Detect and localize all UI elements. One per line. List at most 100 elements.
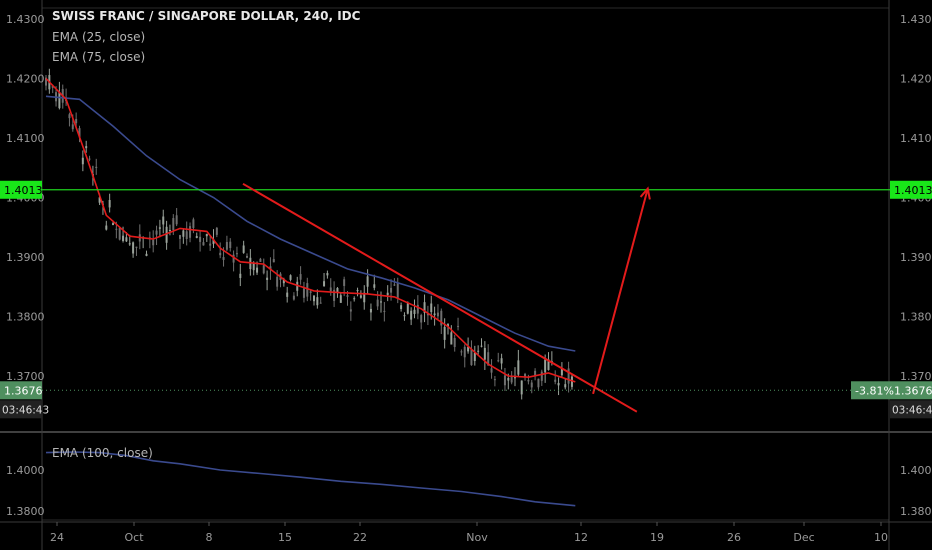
candle-body bbox=[68, 114, 71, 119]
candle-body bbox=[406, 303, 409, 314]
time-tick: Nov bbox=[466, 531, 488, 544]
candle-body bbox=[135, 246, 138, 248]
candle-body bbox=[400, 305, 403, 310]
candle-body bbox=[118, 227, 121, 240]
candle-body bbox=[567, 368, 570, 384]
candle-body bbox=[447, 324, 449, 327]
countdown-left: 03:46:43 bbox=[2, 404, 49, 416]
candle-body bbox=[457, 325, 460, 327]
change-percent: -3.81% bbox=[855, 384, 894, 397]
candle-body bbox=[520, 380, 523, 395]
projection-arrow-head bbox=[639, 186, 651, 200]
ema75-line bbox=[45, 95, 576, 352]
candle-body bbox=[356, 290, 359, 292]
candle-body bbox=[403, 315, 406, 317]
candle-body bbox=[490, 368, 493, 373]
lower-price-tick-right: 1.4000 bbox=[900, 464, 932, 477]
candle-body bbox=[85, 146, 88, 149]
candle-body bbox=[175, 215, 178, 225]
candle-body bbox=[58, 92, 61, 109]
current-price-left: 1.3676 bbox=[4, 384, 43, 397]
candle-body bbox=[353, 298, 356, 300]
candle-body bbox=[393, 284, 396, 286]
candle-body bbox=[132, 242, 135, 254]
candle-body bbox=[557, 382, 560, 386]
candle-body bbox=[262, 265, 265, 274]
candle-body bbox=[259, 258, 262, 262]
candle-body bbox=[306, 283, 309, 297]
candle-body bbox=[202, 242, 205, 246]
candle-body bbox=[225, 242, 228, 250]
candle-body bbox=[189, 226, 192, 238]
time-tick: 19 bbox=[650, 531, 664, 544]
candle-body bbox=[420, 315, 423, 323]
candle-body bbox=[219, 252, 222, 256]
candle-body bbox=[450, 332, 453, 345]
candle-body bbox=[430, 303, 433, 313]
candle-body bbox=[423, 302, 426, 313]
indicator-ema75-label[interactable]: EMA (75, close) bbox=[52, 50, 146, 64]
candle-body bbox=[229, 241, 232, 248]
candle-body bbox=[323, 281, 326, 287]
candle-body bbox=[473, 352, 476, 361]
candle-body bbox=[115, 228, 118, 230]
candle-body bbox=[232, 254, 235, 263]
candle-body bbox=[185, 231, 188, 240]
candle-body bbox=[212, 239, 215, 244]
plot-frame bbox=[41, 7, 890, 521]
candle-body bbox=[108, 200, 111, 208]
candle-body bbox=[540, 371, 543, 381]
candle-body bbox=[547, 359, 550, 370]
level-label-left: 1.4013 bbox=[4, 184, 43, 197]
candle-body bbox=[564, 384, 567, 388]
candle-body bbox=[292, 295, 295, 300]
candle-body bbox=[483, 347, 486, 360]
candle-body bbox=[45, 77, 47, 86]
candle-body bbox=[222, 257, 225, 260]
candle-body bbox=[440, 310, 443, 326]
candle-body bbox=[162, 216, 165, 225]
candle-body bbox=[487, 352, 490, 366]
time-tick: 10 bbox=[874, 531, 888, 544]
candle-body bbox=[493, 379, 496, 381]
indicator-ema25-label[interactable]: EMA (25, close) bbox=[52, 30, 146, 44]
candle-body bbox=[81, 157, 84, 165]
candle-body bbox=[534, 370, 537, 377]
candle-body bbox=[339, 295, 342, 303]
candle-body bbox=[192, 219, 195, 228]
candle-body bbox=[152, 239, 155, 246]
current-price-badge-left bbox=[0, 381, 42, 400]
candle-body bbox=[507, 377, 510, 381]
candle-body bbox=[252, 262, 255, 271]
candle-body bbox=[380, 301, 382, 303]
time-tick: 22 bbox=[353, 531, 367, 544]
candle-body bbox=[346, 295, 349, 297]
lower-price-tick-left: 1.4000 bbox=[6, 464, 45, 477]
candle-body bbox=[544, 359, 547, 373]
candle-body bbox=[514, 377, 516, 379]
projection-arrow bbox=[592, 188, 649, 395]
candle-body bbox=[199, 236, 202, 242]
candle-body bbox=[359, 295, 362, 298]
price-tick-left: 1.3900 bbox=[6, 251, 45, 264]
candle-body bbox=[282, 279, 285, 284]
candle-body bbox=[460, 351, 463, 353]
candle-body bbox=[426, 313, 429, 316]
candle-body bbox=[272, 259, 275, 263]
time-tick: 24 bbox=[50, 531, 64, 544]
candle-body bbox=[319, 302, 322, 304]
candle-body bbox=[246, 255, 248, 258]
time-tick: Dec bbox=[793, 531, 814, 544]
candle-body bbox=[155, 230, 158, 235]
price-tick-right: 1.4100 bbox=[900, 132, 932, 145]
candle-body bbox=[480, 345, 483, 347]
candle-body bbox=[112, 223, 114, 225]
ema25-line bbox=[45, 77, 576, 383]
candle-body bbox=[470, 349, 473, 366]
candle-body bbox=[329, 287, 332, 292]
level-badge-right bbox=[890, 180, 932, 199]
indicator-ema100-label[interactable]: EMA (100, close) bbox=[52, 446, 153, 460]
candle-body bbox=[386, 292, 389, 296]
candle-body bbox=[530, 382, 533, 388]
